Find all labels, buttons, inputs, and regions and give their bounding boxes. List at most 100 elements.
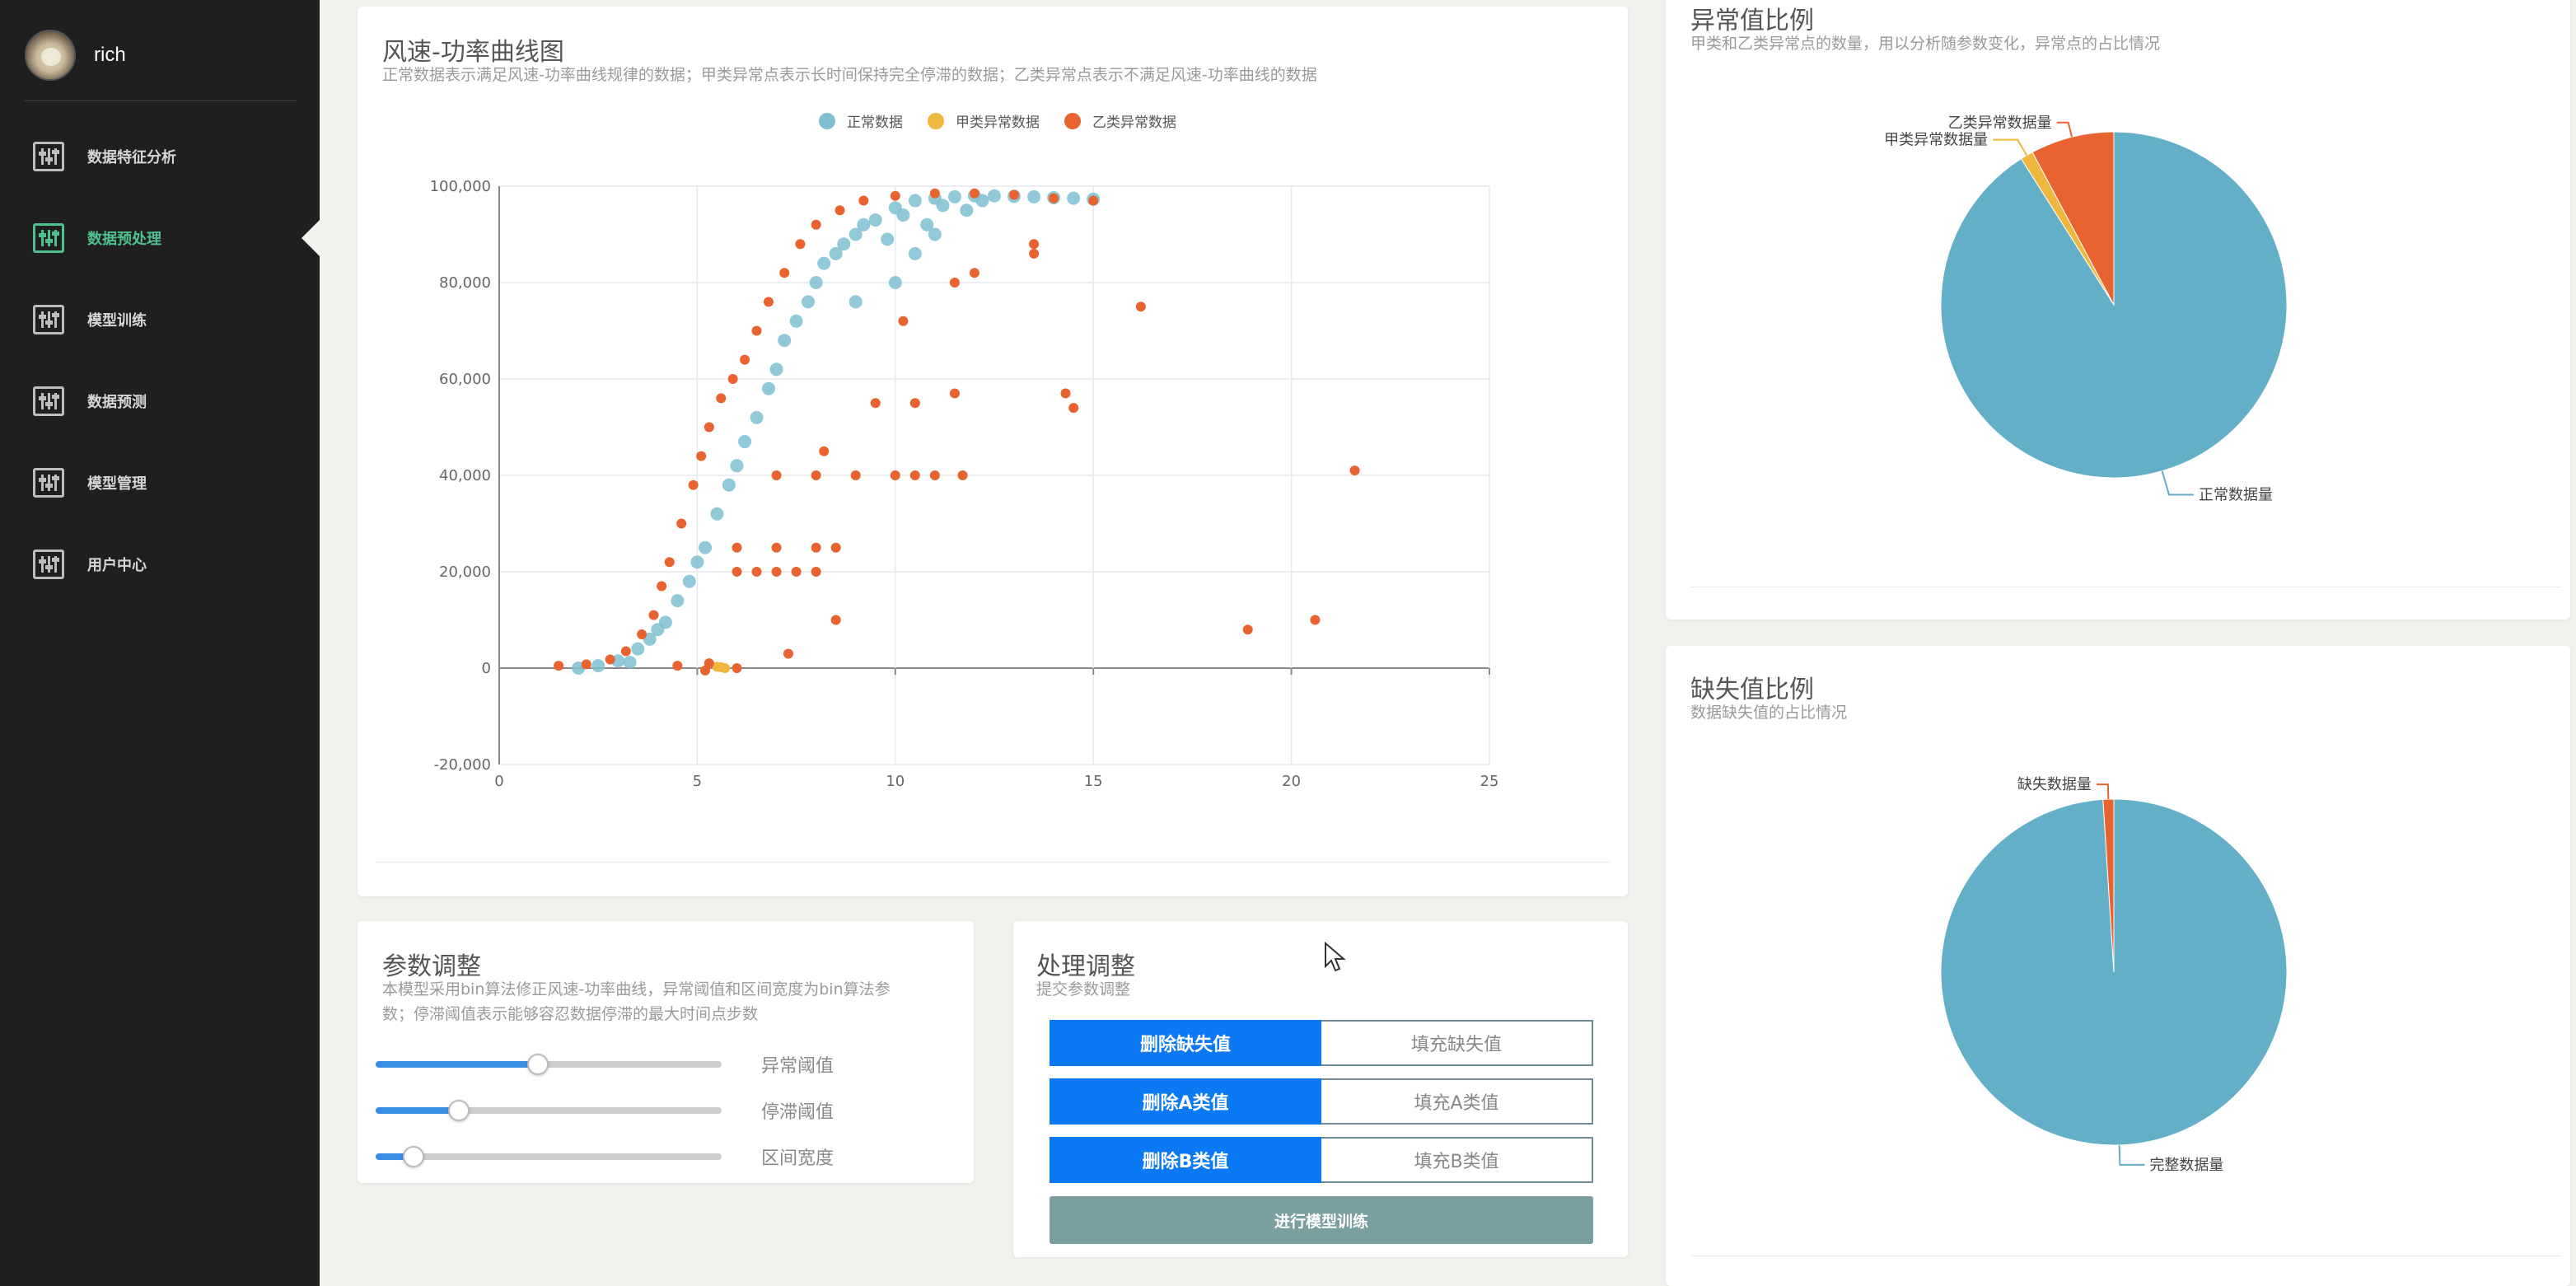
y-tick-label: 80,000 <box>439 274 491 292</box>
y-tick-label: 60,000 <box>439 371 491 388</box>
type-b-point <box>969 268 979 278</box>
type-b-point <box>704 658 714 669</box>
legend-label: 正常数据 <box>847 115 903 131</box>
type-b-point <box>858 195 869 206</box>
sidebar-item-user-center[interactable]: 用户中心 <box>0 523 320 605</box>
missing-ratio-card: 缺失值比例 数据缺失值的占比情况 完整数据量 缺失数据量 <box>1666 646 2570 1286</box>
slider-fill <box>376 1107 459 1114</box>
legend-dot <box>928 112 944 129</box>
delete-missing-button[interactable]: 删除缺失值 <box>1050 1020 1321 1066</box>
sliders-icon <box>33 222 64 253</box>
card-subtitle-line1: 本模型采用bin算法修正风速-功率曲线，异常阈值和区间宽度为bin算法参 <box>382 980 891 998</box>
type-b-point <box>795 239 806 250</box>
normal-point <box>817 256 831 270</box>
stagnation-threshold-slider[interactable] <box>376 1100 722 1121</box>
type-b-point <box>751 325 762 336</box>
card-title: 风速-功率曲线图 <box>382 38 564 67</box>
train-model-button[interactable]: 进行模型训练 <box>1050 1196 1593 1244</box>
normal-point <box>868 213 882 227</box>
type-b-point <box>740 354 750 365</box>
type-b-point <box>929 470 940 480</box>
type-b-point <box>1088 195 1099 206</box>
legend-item-normal[interactable]: 正常数据 <box>819 110 903 131</box>
normal-point <box>920 217 934 231</box>
normal-point <box>769 362 783 376</box>
sidebar-item-label: 数据预测 <box>87 393 147 411</box>
normal-point <box>1067 191 1081 205</box>
card-subtitle: 数据缺失值的占比情况 <box>1690 704 1848 722</box>
type-b-point <box>779 268 790 278</box>
slider-handle[interactable] <box>448 1100 470 1121</box>
type-b-point <box>1029 239 1040 250</box>
sidebar-item-model-management[interactable]: 模型管理 <box>0 442 320 523</box>
type-b-point <box>1349 465 1360 476</box>
pie-label-line <box>2118 1144 2145 1166</box>
y-tick-label: 40,000 <box>439 467 491 484</box>
fill-missing-button[interactable]: 填充缺失值 <box>1321 1020 1593 1066</box>
type-b-point <box>890 470 900 480</box>
card-subtitle-line2: 数；停滞阈值表示能够容忍数据停滞的最大时间点步数 <box>382 1005 759 1023</box>
normal-point <box>730 459 744 473</box>
type-b-point <box>1310 615 1321 625</box>
bin-width-slider[interactable] <box>376 1146 722 1167</box>
pie-slice <box>2031 131 2115 306</box>
type-b-point <box>704 422 714 433</box>
legend-item-type-a[interactable]: 甲类异常数据 <box>928 110 1040 131</box>
normal-point <box>611 654 625 668</box>
normal-point <box>936 199 950 213</box>
normal-point <box>761 381 775 395</box>
series-type-a <box>712 662 731 673</box>
slider-handle[interactable] <box>403 1146 424 1167</box>
sidebar-item-label: 数据预处理 <box>87 230 161 248</box>
type-b-point <box>791 567 802 577</box>
fill-b-button[interactable]: 填充B类值 <box>1321 1137 1593 1183</box>
normal-point <box>591 659 605 673</box>
card-title: 参数调整 <box>382 952 481 981</box>
type-b-point <box>949 278 960 288</box>
type-b-point <box>898 316 909 326</box>
sidebar-item-model-training[interactable]: 模型训练 <box>0 278 320 360</box>
x-tick-label: 25 <box>1480 773 1499 790</box>
type-b-point <box>648 610 659 620</box>
missing-pie-chart[interactable]: 完整数据量 缺失数据量 <box>1666 720 2570 1280</box>
slider-handle[interactable] <box>527 1054 549 1075</box>
type-b-point <box>957 470 968 480</box>
sidebar-item-label: 用户中心 <box>87 556 147 574</box>
sidebar-item-data-prediction[interactable]: 数据预测 <box>0 360 320 442</box>
sliders-icon <box>33 304 64 334</box>
pie-label: 乙类异常数据量 <box>1948 115 2052 132</box>
normal-point <box>849 227 863 241</box>
pie-label-line <box>2056 121 2073 138</box>
anomaly-threshold-slider[interactable] <box>376 1054 722 1075</box>
normal-point <box>896 208 910 222</box>
slider-fill <box>376 1153 414 1160</box>
type-b-point <box>605 654 615 665</box>
normal-point <box>802 295 816 309</box>
sidebar-item-data-analysis[interactable]: 数据特征分析 <box>0 115 320 197</box>
fill-a-button[interactable]: 填充A类值 <box>1321 1078 1593 1125</box>
slider-fill <box>376 1061 538 1068</box>
type-b-point <box>811 542 821 553</box>
sidebar-item-data-preprocessing[interactable]: 数据预处理 <box>0 197 320 278</box>
card-title: 缺失值比例 <box>1690 676 1814 704</box>
pie-label: 缺失数据量 <box>2017 776 2092 793</box>
avatar[interactable] <box>25 30 76 81</box>
delete-a-button[interactable]: 删除A类值 <box>1050 1078 1321 1125</box>
x-tick-label: 20 <box>1282 773 1301 790</box>
x-tick-label: 0 <box>494 773 503 790</box>
normal-point <box>1027 189 1041 203</box>
normal-point <box>908 194 922 208</box>
slider-label: 异常阈值 <box>761 1056 835 1077</box>
delete-b-button[interactable]: 删除B类值 <box>1050 1137 1321 1183</box>
card-title: 异常值比例 <box>1690 7 1814 35</box>
type-b-point <box>727 374 738 384</box>
sliders-icon <box>33 467 64 498</box>
card-subtitle: 正常数据表示满足风速-功率曲线规律的数据；甲类异常点表示长时间保持完全停滞的数据… <box>382 66 1317 84</box>
user-profile[interactable]: rich <box>25 30 126 81</box>
scatter-chart[interactable]: -20,000020,00040,00060,00080,000100,0000… <box>358 89 1628 880</box>
type-b-point <box>811 470 821 480</box>
type-b-point <box>700 665 711 676</box>
type-b-actions: 删除B类值 填充B类值 <box>1050 1137 1593 1183</box>
legend-item-type-b[interactable]: 乙类异常数据 <box>1064 110 1176 131</box>
